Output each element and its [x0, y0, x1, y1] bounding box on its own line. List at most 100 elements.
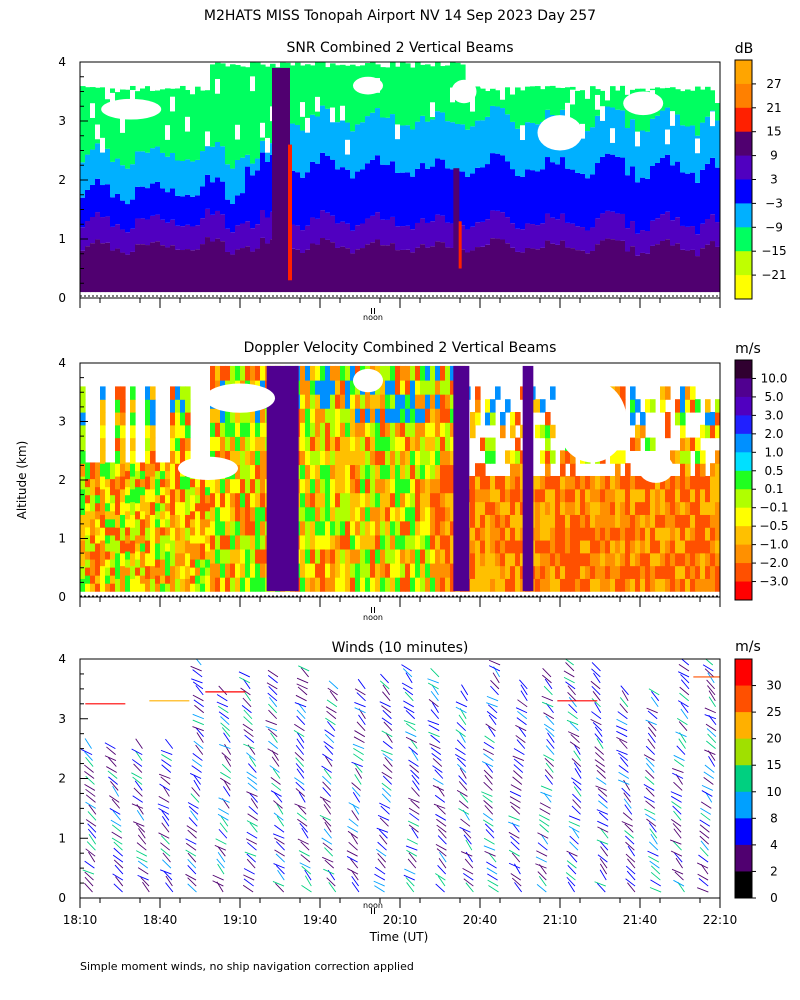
- doppler-cell: [475, 514, 481, 528]
- wind-barb: [672, 841, 682, 851]
- doppler-cell: [150, 527, 156, 541]
- doppler-cell: [665, 527, 671, 541]
- snr-cell: [305, 249, 311, 293]
- wind-barb: [703, 776, 714, 785]
- doppler-cell: [635, 527, 641, 541]
- doppler-cell: [385, 562, 391, 578]
- snr-cell: [560, 157, 566, 214]
- snr-cell: [600, 213, 606, 241]
- doppler-cell: [580, 552, 586, 567]
- doppler-cell: [450, 492, 456, 508]
- doppler-cell: [130, 475, 136, 490]
- snr-gap: [215, 78, 221, 94]
- doppler-cell: [480, 463, 486, 477]
- doppler-cell: [130, 539, 136, 554]
- doppler-cell: [135, 486, 141, 496]
- snr-cell: [440, 159, 446, 216]
- doppler-cell: [380, 534, 386, 550]
- doppler-cell: [590, 578, 596, 592]
- wind-barb: [598, 800, 608, 809]
- wind-barb: [593, 672, 601, 684]
- doppler-cell: [135, 518, 141, 528]
- doppler-cell: [115, 514, 121, 528]
- wind-barb: [85, 794, 96, 803]
- doppler-cell: [360, 436, 366, 451]
- snr-cell: [520, 129, 526, 177]
- wind-barb: [138, 828, 146, 839]
- doppler-cell: [345, 464, 351, 480]
- doppler-cell: [115, 539, 121, 554]
- doppler-cell: [375, 394, 381, 409]
- doppler-cell: [110, 502, 116, 512]
- snr-cell: [655, 115, 661, 163]
- snr-cell: [675, 243, 681, 293]
- wind-barb: [508, 849, 520, 857]
- doppler-cell: [640, 501, 646, 515]
- wind-barb: [678, 738, 686, 749]
- snr-cell: [690, 249, 696, 293]
- snr-cell: [380, 219, 386, 246]
- wind-barb: [427, 720, 440, 726]
- doppler-cell: [660, 527, 666, 541]
- snr-cell: [500, 239, 506, 293]
- doppler-cell: [340, 506, 346, 522]
- doppler-cell: [415, 422, 421, 437]
- doppler-cell: [215, 534, 221, 550]
- wind-barb: [162, 785, 170, 797]
- doppler-cell: [680, 424, 686, 439]
- wind-barb: [354, 730, 366, 738]
- doppler-cell: [590, 527, 596, 541]
- doppler-cell: [225, 450, 231, 466]
- doppler-cell: [485, 539, 491, 554]
- doppler-cell: [535, 475, 541, 490]
- doppler-cell: [380, 450, 386, 466]
- snr-cell: [375, 108, 381, 156]
- snr-cell: [425, 168, 431, 223]
- wind-barb: [436, 848, 447, 857]
- snr-clear-patch: [353, 76, 383, 95]
- doppler-cell: [80, 450, 86, 464]
- doppler-cell: [575, 578, 581, 592]
- wind-barb: [379, 817, 389, 827]
- snr-cell: [90, 217, 96, 244]
- doppler-cell: [330, 492, 336, 508]
- doppler-cell: [85, 542, 91, 552]
- snr-cell: [685, 126, 691, 174]
- doppler-cell: [600, 539, 606, 554]
- snr-cell: [130, 85, 136, 165]
- doppler-cell: [435, 394, 441, 409]
- doppler-cell: [255, 450, 261, 466]
- wind-barb: [599, 858, 608, 869]
- doppler-cell: [495, 386, 501, 400]
- snr-cell: [135, 244, 141, 293]
- doppler-cell: [545, 539, 551, 554]
- doppler-cell: [540, 488, 546, 503]
- wind-barb: [192, 669, 203, 678]
- doppler-cell: [685, 539, 691, 554]
- doppler-cell: [105, 583, 111, 592]
- snr-cell: [690, 90, 696, 126]
- doppler-cell: [135, 567, 141, 576]
- wind-barb: [161, 759, 172, 767]
- snr-cell: [570, 169, 576, 224]
- wind-barb: [328, 882, 337, 893]
- snr-gap: [660, 73, 666, 89]
- doppler-cell: [195, 575, 201, 584]
- doppler-cell: [490, 527, 496, 541]
- wind-barb: [242, 723, 254, 732]
- doppler-cell: [680, 386, 686, 400]
- wind-barb: [295, 788, 306, 797]
- snr-gap: [715, 88, 720, 104]
- snr-cell: [355, 124, 361, 172]
- doppler-cell: [560, 450, 566, 464]
- colorbar-label: −1.0: [759, 538, 788, 552]
- snr-cell: [410, 67, 416, 130]
- wind-barb: [461, 684, 469, 696]
- doppler-cell: [510, 578, 516, 592]
- snr-cell: [705, 163, 711, 220]
- wind-barb: [432, 785, 445, 791]
- doppler-cell: [335, 506, 341, 522]
- wind-barb: [458, 781, 468, 791]
- doppler-cell: [195, 558, 201, 568]
- snr-cell: [400, 125, 406, 173]
